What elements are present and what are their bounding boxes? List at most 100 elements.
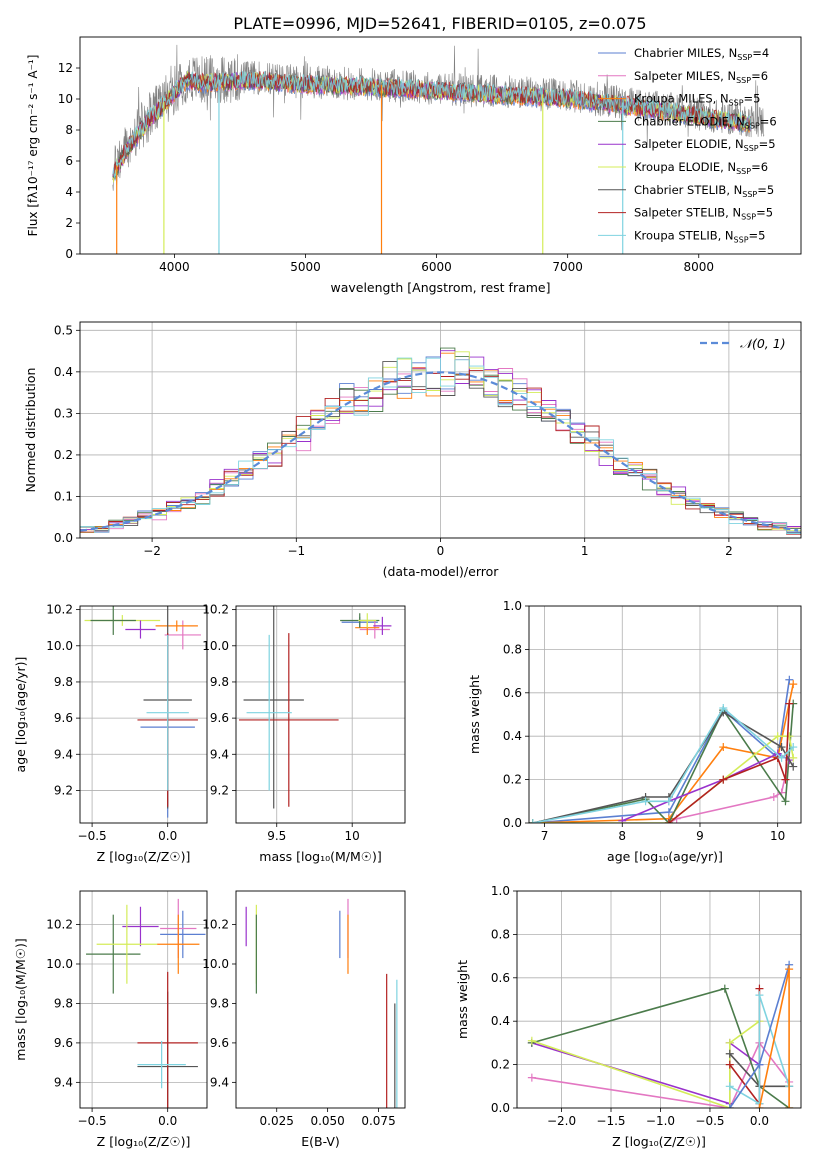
error-cross-5 — [122, 906, 159, 947]
x-tick-label: 9 — [696, 829, 704, 843]
y-tick-label: 2 — [65, 216, 73, 230]
histogram-7 — [80, 361, 801, 534]
axes-frame-2 — [79, 605, 208, 824]
y-tick-label: 9.2 — [54, 783, 73, 797]
legend: Chabrier MILES, NSSP=4 Salpeter MILES, NS… — [598, 46, 777, 244]
x-tick-label: 7 — [541, 829, 549, 843]
weight-marker — [725, 1038, 734, 1047]
y-tick-label: 10.2 — [202, 918, 229, 932]
y-tick-label: 9.2 — [210, 783, 229, 797]
gaussian-curve — [80, 371, 799, 532]
weight-marker — [725, 1082, 734, 1091]
weight-marker — [773, 732, 782, 741]
legend-entry-1: Chabrier MILES, NSSP=4 — [634, 46, 769, 62]
y-axis-label: Normed distribution — [23, 368, 38, 493]
y-tick-label: 10.0 — [46, 639, 73, 653]
weight-line-4 — [532, 703, 794, 823]
weight-marker — [719, 743, 728, 752]
weight-marker — [789, 680, 798, 689]
grid-4 — [529, 606, 801, 823]
y-axis-label: Flux [fλ10⁻¹⁷ erg cm⁻² s⁻¹ A⁻¹] — [26, 55, 40, 237]
y-tick-label: 9.8 — [54, 675, 73, 689]
axes-frame-3 — [235, 605, 406, 824]
y-tick-label: 0.6 — [503, 686, 522, 700]
weight-marker — [529, 819, 537, 823]
y-tick-label: 10.0 — [202, 639, 229, 653]
weight-marker — [719, 775, 728, 784]
weight-marker — [725, 1049, 734, 1058]
x-tick-label: 9.5 — [267, 829, 286, 843]
x-axis-label: Z [log₁₀(Z/Z☉)] — [612, 1134, 706, 1149]
y-tick-label: 0.0 — [54, 531, 73, 545]
x-tick-label: −0.5 — [78, 829, 107, 843]
y-tick-label: 12 — [58, 61, 73, 75]
grid-5 — [80, 891, 207, 1108]
error-cross-5 — [164, 620, 201, 650]
y-axis-label: mass weight — [455, 960, 470, 1039]
plot-area-4 — [529, 606, 801, 823]
x-tick-label: 2 — [725, 544, 733, 558]
y-tick-label: 10.0 — [202, 957, 229, 971]
panel-5: −0.5 0.0 9.4 9.6 9.8 10.0 10.2 Z [log₁₀(Z/Z☉)] m… — [13, 890, 208, 1149]
y-tick-label: 9.6 — [54, 711, 73, 725]
x-tick-label: −0.5 — [695, 1114, 724, 1128]
axes-frame-5 — [79, 890, 208, 1109]
legend-entry: 𝒩(0, 1) — [740, 336, 786, 351]
weight-line-6 — [532, 735, 794, 823]
weight-marker — [769, 792, 778, 801]
plot-area-0 — [112, 44, 765, 254]
error-cross-7 — [243, 606, 304, 809]
weight-marker — [785, 965, 794, 974]
y-tick-label: 10.0 — [46, 957, 73, 971]
axes-frame-6 — [235, 890, 406, 1109]
weight-marker — [725, 1104, 734, 1108]
x-tick-label: 0.050 — [310, 1114, 344, 1128]
panel-6: 0.025 0.050 0.075 9.4 9.6 9.8 10.0 10.2 E(B-V) — [202, 890, 406, 1149]
panel-3: 9.5 10 9.2 9.4 9.6 9.8 10.0 10.2 mass [log₁₀(M/M… — [202, 603, 406, 864]
weight-marker — [527, 1036, 536, 1045]
axes-frame-7 — [516, 890, 802, 1109]
x-tick-label: −1 — [287, 544, 305, 558]
error-cross-1 — [160, 910, 206, 959]
error-cross-4 — [86, 914, 141, 994]
plot-area-1 — [80, 322, 801, 538]
x-axis-label: age [log₁₀(age/yr)] — [607, 849, 723, 864]
error-cross-2 — [359, 620, 390, 639]
y-tick-label: 0.2 — [503, 773, 522, 787]
weight-marker — [755, 991, 764, 1000]
y-axis-label: age [log₁₀(age/yr)] — [13, 657, 28, 773]
legend-entry-8: Salpeter STELIB, NSSP=5 — [634, 206, 773, 222]
x-tick-label: 5000 — [290, 260, 321, 274]
error-cross-9 — [137, 1040, 186, 1089]
x-tick-label: 8 — [618, 829, 626, 843]
panel-2: −0.5 0.0 9.2 9.4 9.6 9.8 10.0 10.2 Z [log₁₀(Z/Z☉… — [13, 603, 208, 864]
y-tick-label: 6 — [65, 154, 73, 168]
plot-area-5 — [80, 891, 207, 1108]
y-tick-label: 9.8 — [210, 675, 229, 689]
y-tick-label: 0 — [65, 247, 73, 261]
weight-marker — [785, 699, 794, 708]
y-tick-label: 0.6 — [491, 971, 510, 985]
weight-line-9 — [758, 968, 790, 1108]
x-axis-label: Z [log₁₀(Z/Z☉)] — [97, 849, 191, 864]
grid-3 — [236, 606, 405, 823]
x-axis-label: mass [log₁₀(M/M☉)] — [259, 849, 381, 864]
legend-entry-4: Chabrier ELODIE, NSSP=6 — [634, 114, 777, 130]
weight-line-4 — [531, 1020, 760, 1108]
legend-entry-9: Kroupa STELIB, NSSP=5 — [634, 228, 765, 244]
grid-7 — [517, 891, 801, 1108]
weight-marker — [777, 753, 786, 762]
x-tick-label: 0.075 — [361, 1114, 395, 1128]
weight-marker — [789, 753, 798, 762]
weight-line-1 — [531, 1041, 790, 1108]
panel-7: −2.0 −1.5 −1.0 −0.5 0.0 0.0 0.2 0.4 0.6 0.8 1.0 Z [… — [455, 884, 802, 1149]
error-cross-6 — [358, 613, 377, 628]
y-tick-label: 10.2 — [46, 918, 73, 932]
error-cross-6 — [155, 620, 198, 632]
y-tick-label: 0.2 — [54, 448, 73, 462]
y-tick-label: 10.2 — [202, 603, 229, 617]
legend-entry-2: Salpeter MILES, NSSP=6 — [634, 69, 768, 85]
error-cross-9 — [246, 634, 292, 791]
error-cross-5 — [373, 616, 392, 635]
x-axis-label: E(B-V) — [301, 1134, 340, 1149]
